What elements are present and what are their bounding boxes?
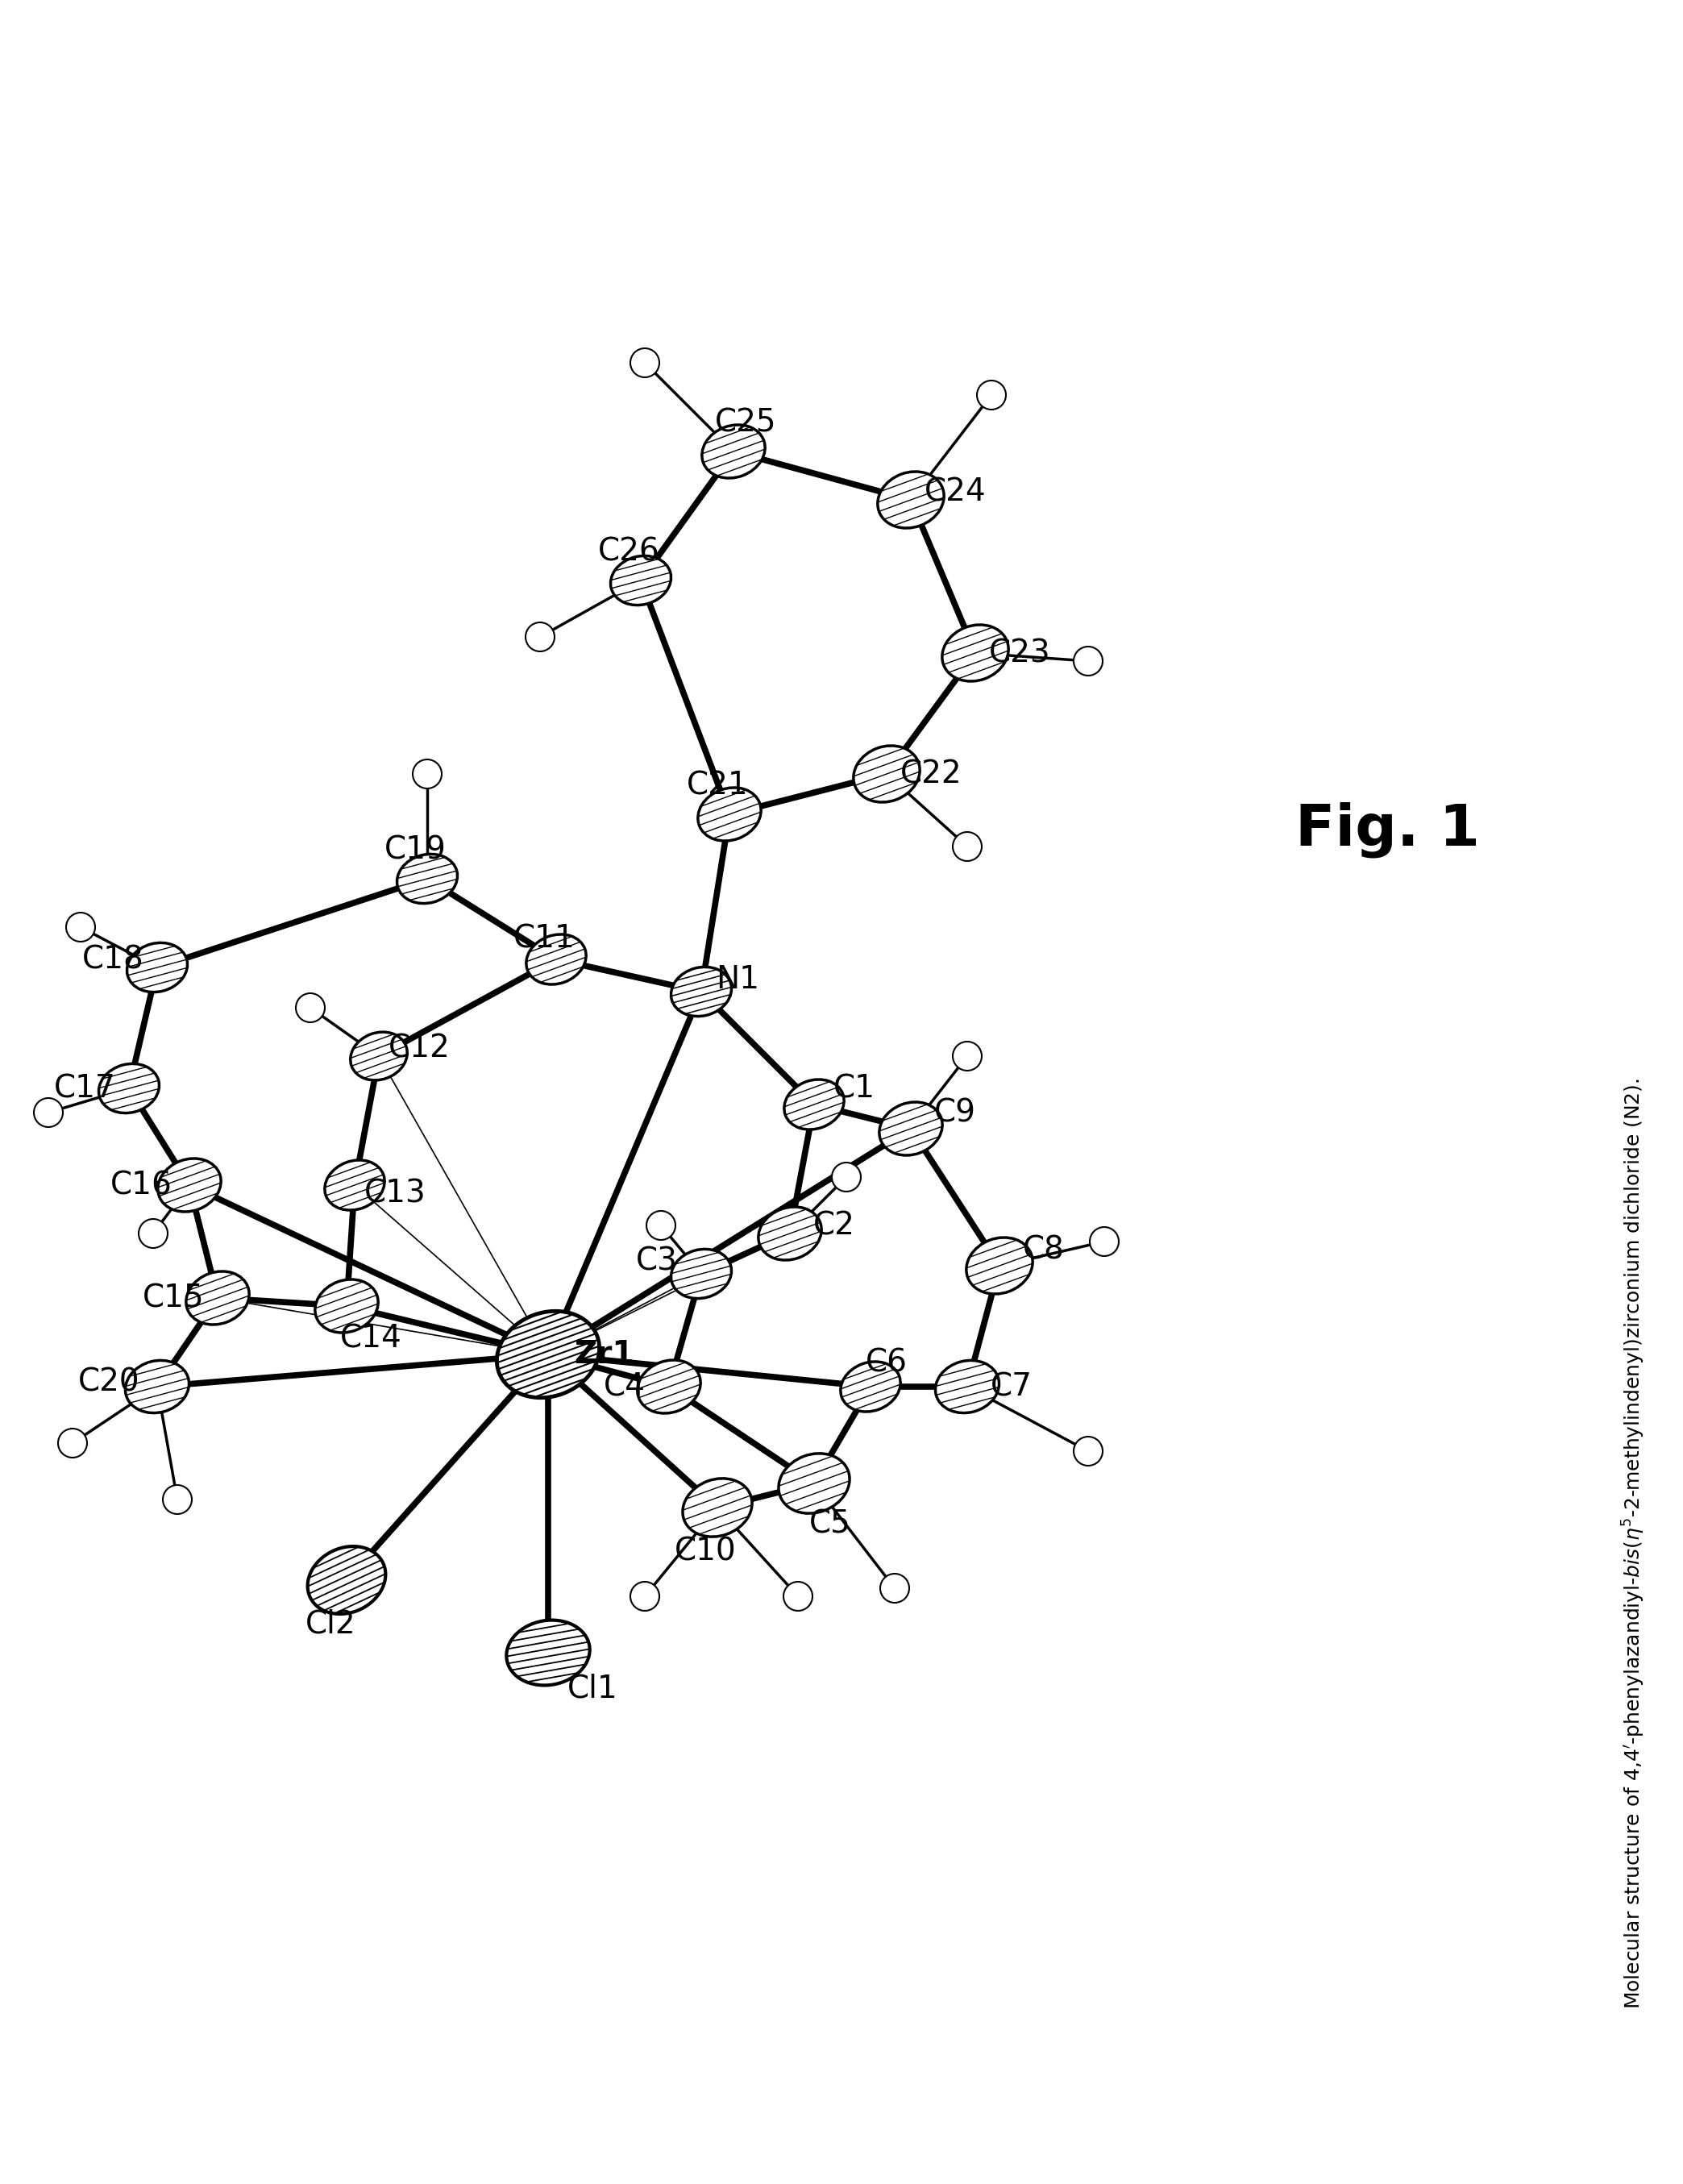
Text: C17: C17 — [54, 1072, 116, 1103]
Text: C12: C12 — [389, 1033, 449, 1064]
Text: C8: C8 — [1023, 1234, 1065, 1265]
Text: C16: C16 — [109, 1171, 172, 1201]
Ellipse shape — [125, 1361, 188, 1413]
Text: C13: C13 — [364, 1177, 426, 1208]
Ellipse shape — [840, 1361, 900, 1411]
Circle shape — [138, 1219, 168, 1247]
Ellipse shape — [496, 1310, 599, 1398]
Circle shape — [34, 1099, 62, 1127]
Circle shape — [976, 380, 1006, 411]
Text: C2: C2 — [813, 1210, 855, 1241]
Text: C14: C14 — [340, 1324, 402, 1354]
Circle shape — [953, 1042, 981, 1070]
Ellipse shape — [702, 426, 766, 478]
Text: C1: C1 — [833, 1072, 875, 1103]
Ellipse shape — [187, 1271, 249, 1326]
Text: Cl1: Cl1 — [567, 1673, 618, 1704]
Text: C18: C18 — [82, 943, 143, 974]
Text: C22: C22 — [900, 758, 963, 788]
Circle shape — [57, 1428, 88, 1457]
Circle shape — [296, 994, 325, 1022]
Circle shape — [831, 1162, 860, 1192]
Ellipse shape — [397, 854, 458, 904]
Text: Fig. 1: Fig. 1 — [1296, 802, 1479, 858]
Text: C6: C6 — [865, 1348, 907, 1378]
Ellipse shape — [942, 625, 1008, 681]
Ellipse shape — [779, 1452, 850, 1514]
Text: C10: C10 — [675, 1538, 735, 1568]
Ellipse shape — [350, 1033, 407, 1081]
Ellipse shape — [936, 1361, 1000, 1413]
Circle shape — [1091, 1227, 1119, 1256]
Circle shape — [66, 913, 96, 941]
Circle shape — [1074, 1437, 1102, 1465]
Text: C11: C11 — [513, 924, 576, 954]
Ellipse shape — [99, 1064, 160, 1114]
Circle shape — [880, 1575, 909, 1603]
Ellipse shape — [611, 555, 672, 605]
Text: C15: C15 — [143, 1282, 204, 1313]
Ellipse shape — [507, 1621, 589, 1686]
Ellipse shape — [158, 1158, 220, 1212]
Text: C21: C21 — [687, 771, 749, 802]
Text: C5: C5 — [810, 1509, 852, 1540]
Text: Molecular structure of 4,4$'$-phenylazandiyl-$bis$($\eta^5$-2-methylindenyl)zirc: Molecular structure of 4,4$'$-phenylazan… — [1621, 1079, 1646, 2009]
Ellipse shape — [966, 1238, 1033, 1293]
Text: N1: N1 — [715, 963, 759, 996]
Text: C19: C19 — [384, 834, 446, 865]
Circle shape — [1074, 646, 1102, 675]
Circle shape — [631, 1581, 660, 1612]
Text: C24: C24 — [924, 476, 986, 507]
Ellipse shape — [638, 1361, 700, 1413]
Ellipse shape — [672, 968, 732, 1016]
Text: C23: C23 — [988, 638, 1050, 668]
Text: C7: C7 — [991, 1372, 1033, 1402]
Ellipse shape — [315, 1280, 379, 1332]
Text: Zr1: Zr1 — [574, 1339, 634, 1369]
Ellipse shape — [325, 1160, 385, 1210]
Ellipse shape — [126, 943, 187, 992]
Circle shape — [412, 760, 441, 788]
Circle shape — [646, 1210, 675, 1241]
Ellipse shape — [698, 788, 761, 841]
Text: C25: C25 — [715, 408, 776, 439]
Ellipse shape — [759, 1208, 821, 1260]
Ellipse shape — [672, 1249, 732, 1299]
Text: C20: C20 — [77, 1367, 140, 1398]
Ellipse shape — [877, 472, 944, 529]
Ellipse shape — [308, 1546, 385, 1614]
Text: C26: C26 — [597, 537, 660, 568]
Circle shape — [784, 1581, 813, 1612]
Text: C9: C9 — [934, 1096, 976, 1127]
Circle shape — [163, 1485, 192, 1514]
Ellipse shape — [853, 745, 921, 802]
Ellipse shape — [784, 1079, 845, 1129]
Text: C4: C4 — [604, 1372, 646, 1402]
Ellipse shape — [683, 1479, 752, 1538]
Text: C3: C3 — [636, 1247, 678, 1278]
Circle shape — [525, 622, 555, 651]
Ellipse shape — [527, 935, 586, 985]
Ellipse shape — [879, 1103, 942, 1155]
Circle shape — [953, 832, 981, 860]
Text: Cl2: Cl2 — [305, 1610, 355, 1640]
Circle shape — [631, 347, 660, 378]
